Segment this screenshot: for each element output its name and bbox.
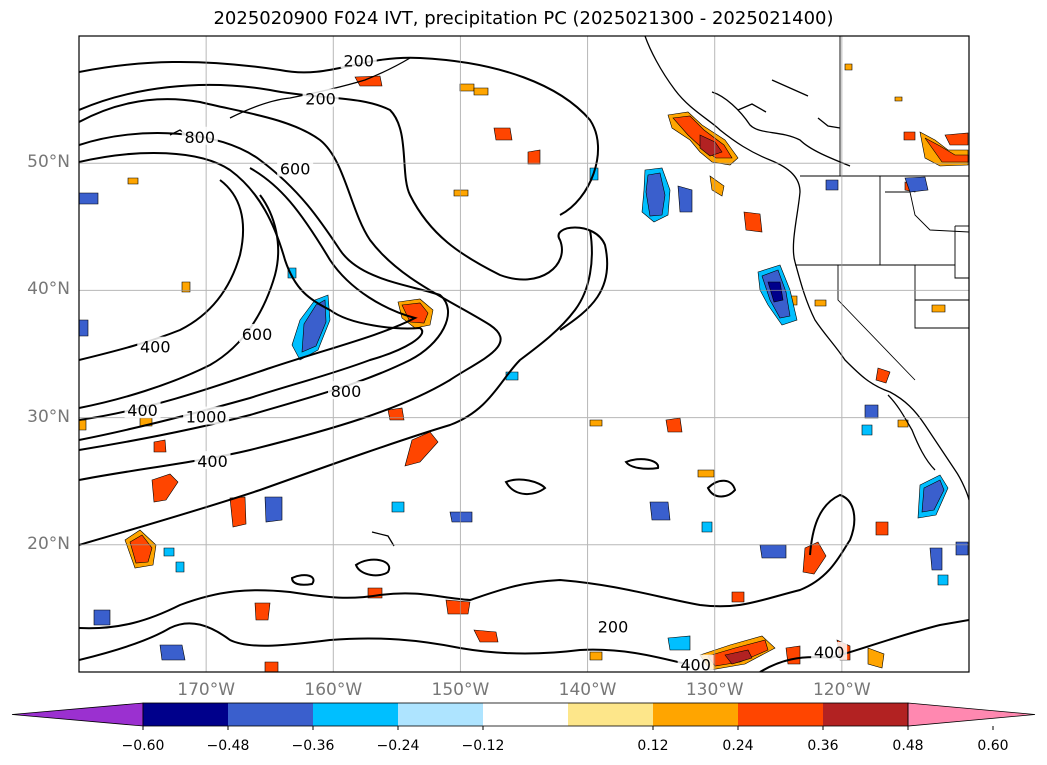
colorbar-bin xyxy=(738,703,823,726)
contour-label: 600 xyxy=(242,325,273,344)
lat-tick-label: 50°N xyxy=(27,152,70,173)
lon-tick-label: 120°W xyxy=(812,680,871,700)
contour-label: 400 xyxy=(140,338,171,357)
colorbar-over-extension xyxy=(907,702,1036,727)
colorbar-tick-label: 0.12 xyxy=(637,738,669,754)
colorbar-tick-label: −0.24 xyxy=(376,738,420,754)
contour-label: 200 xyxy=(598,617,629,636)
positive-anomaly-blobs xyxy=(79,63,969,672)
colorbar-tick-label: 0.24 xyxy=(722,738,754,754)
negative-anomaly-blobs xyxy=(79,167,969,661)
contour-label: 200 xyxy=(305,90,336,109)
contour-label-bg xyxy=(239,323,275,342)
colorbar-bin xyxy=(568,703,653,726)
colorbar-tick-label: 0.48 xyxy=(892,738,924,754)
colorbar-frame xyxy=(142,702,909,727)
contour-label: 800 xyxy=(331,382,362,401)
lat-tick-label: 30°N xyxy=(27,406,70,427)
contour-label-bg xyxy=(811,641,848,660)
contour-label-bg xyxy=(277,158,314,177)
contour-label-bg xyxy=(194,451,231,470)
ivt-contours xyxy=(79,56,969,672)
colorbar-tick-label: −0.60 xyxy=(121,738,165,754)
contour-label: 400 xyxy=(127,401,158,420)
colorbar-under-extension xyxy=(11,702,144,727)
contour-label-bg xyxy=(302,88,339,107)
contour-label: 200 xyxy=(343,51,374,70)
colorbar-bin xyxy=(483,703,568,726)
map-frame xyxy=(78,35,970,673)
contour-label-bg xyxy=(183,406,230,425)
colorbar-bin xyxy=(823,703,908,726)
lat-tick-label: 40°N xyxy=(27,279,70,300)
lon-tick-label: 130°W xyxy=(685,680,744,700)
contour-label-bg xyxy=(124,400,161,419)
contour-label: 1000 xyxy=(186,408,227,427)
colorbar-bin xyxy=(228,703,313,726)
contour-label-bg xyxy=(137,336,174,355)
map-title: 2025020900 F024 IVT, precipitation PC (2… xyxy=(213,8,834,29)
lon-tick-label: 150°W xyxy=(431,680,490,700)
colorbar-bin xyxy=(653,703,738,726)
lon-tick-label: 140°W xyxy=(558,680,617,700)
lon-tick-label: 160°W xyxy=(304,680,363,700)
colorbar-bin xyxy=(143,703,228,726)
colorbar-tick-label: 0.60 xyxy=(977,738,1009,754)
contour-label: 600 xyxy=(280,160,311,179)
colorbar-bin xyxy=(398,703,483,726)
lon-tick-label: 170°W xyxy=(177,680,236,700)
contour-label: 400 xyxy=(814,643,845,662)
contour-label-bg xyxy=(340,50,377,69)
contour-label: 400 xyxy=(680,656,711,675)
contour-label-bg xyxy=(595,616,631,635)
lat-tick-label: 20°N xyxy=(27,533,70,554)
colorbar xyxy=(11,702,1036,730)
precipitation-anomaly-layer xyxy=(79,63,969,672)
contour-label: 800 xyxy=(185,128,216,147)
colorbar-tick-label: 0.36 xyxy=(807,738,839,754)
gridlines xyxy=(79,36,969,672)
state-borders xyxy=(795,36,969,381)
colorbar-tick-label: −0.12 xyxy=(461,738,505,754)
contour-label-bg xyxy=(677,654,714,673)
colorbar-tick-label: −0.48 xyxy=(206,738,250,754)
contour-label: 400 xyxy=(197,452,228,471)
colorbar-tick-label: −0.36 xyxy=(291,738,335,754)
contour-label-bg xyxy=(328,381,364,400)
colorbar-bin xyxy=(313,703,398,726)
contour-labels: 200 200 800 600 400 600 800 400 1000 400 200 400 400 xyxy=(124,50,848,675)
contour-label-bg xyxy=(181,126,218,145)
